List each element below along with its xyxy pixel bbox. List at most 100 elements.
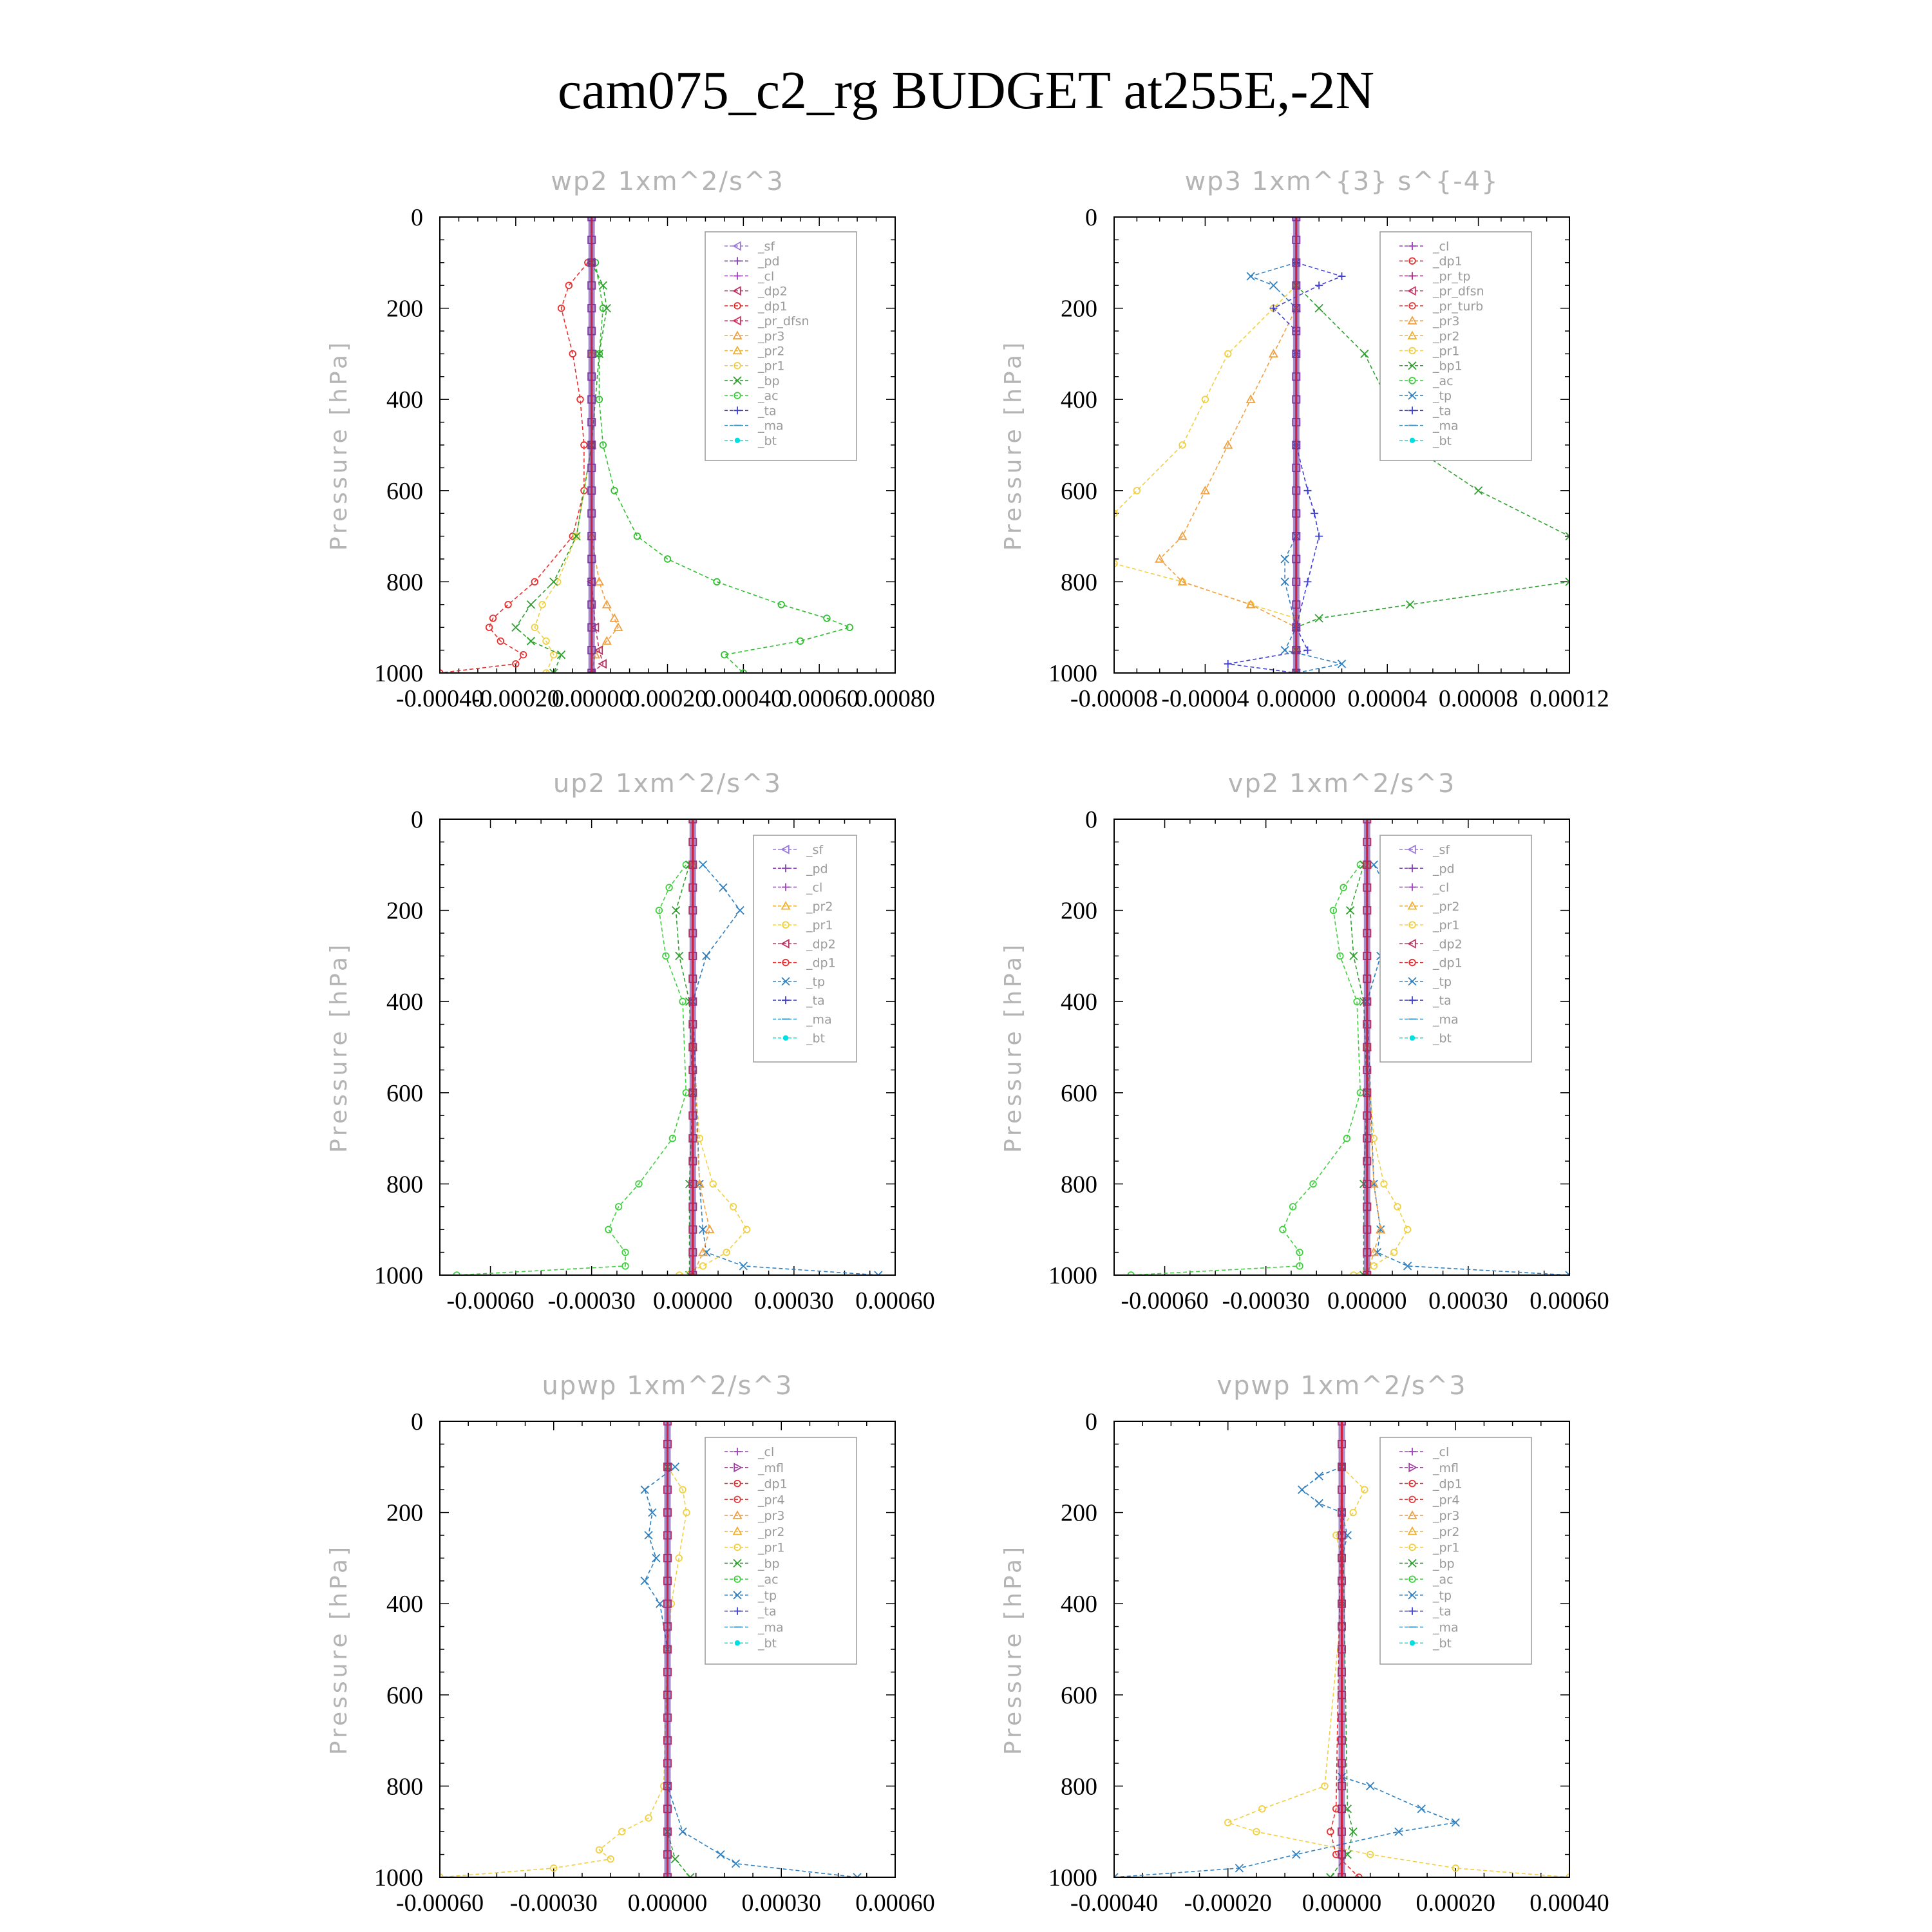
data-point	[1114, 560, 1118, 567]
x-tick-label: -0.00060	[446, 1287, 534, 1314]
data-point	[663, 555, 672, 563]
panel-title: wp2 1xm^2/s^3	[551, 167, 784, 196]
data-point	[1179, 441, 1186, 449]
x-tick-label: 0.00060	[855, 1287, 935, 1314]
legend-entry: _ma	[1432, 1012, 1459, 1027]
y-tick-label: 400	[1061, 989, 1097, 1016]
data-point	[618, 1828, 626, 1835]
y-tick-label: 400	[1061, 386, 1097, 413]
x-tick-label: -0.00060	[1121, 1287, 1208, 1314]
data-point	[709, 1180, 717, 1188]
x-tick-label: 0.00020	[1416, 1889, 1496, 1917]
data-point	[601, 636, 612, 645]
legend-entry: _pr1	[757, 1541, 784, 1555]
data-point	[668, 1134, 677, 1142]
data-point	[599, 441, 607, 449]
data-point	[644, 1531, 653, 1540]
series-line-tp	[1366, 864, 1569, 1275]
data-point	[594, 576, 604, 586]
panel-5: upwp 1xm^2/s^3 Pressure [hPa] 0 200 400 600 80…	[326, 1371, 935, 1917]
data-point	[846, 623, 854, 631]
data-point	[656, 1599, 665, 1608]
panel-title: up2 1xm^2/s^3	[553, 769, 782, 799]
legend-entry: _ta	[1432, 1605, 1452, 1619]
legend-entry: _ta	[757, 1605, 777, 1619]
data-point	[531, 623, 538, 631]
data-point	[595, 395, 603, 403]
legend-marker	[733, 1591, 742, 1600]
data-point	[550, 1864, 558, 1872]
data-point	[542, 637, 550, 645]
data-point	[743, 1226, 751, 1233]
y-tick-label: 200	[1061, 1500, 1097, 1527]
data-point	[556, 650, 566, 659]
ticks	[439, 216, 896, 674]
legend-marker	[1408, 377, 1416, 384]
data-point	[1268, 348, 1278, 358]
data-point	[652, 1553, 661, 1563]
x-tick-label: -0.00030	[510, 1889, 598, 1917]
legend-marker	[1408, 1575, 1416, 1583]
data-point	[1280, 645, 1289, 655]
legend-entry: _dp1	[1432, 254, 1463, 269]
legend-marker	[734, 272, 741, 280]
legend-entry: _ta	[1432, 994, 1452, 1008]
data-point	[549, 668, 558, 673]
legend-entry: _pr1	[1432, 345, 1459, 359]
data-point	[576, 395, 584, 403]
legend-marker	[734, 362, 741, 370]
plot-frame	[1113, 216, 1570, 674]
x-tick-label: 0.00030	[742, 1889, 822, 1917]
series-group	[1114, 217, 1569, 673]
data-point	[1403, 1226, 1412, 1233]
legend-entry: _pr3	[1432, 1509, 1459, 1523]
data-point	[655, 906, 663, 914]
legend-entry: _ac	[757, 1573, 779, 1587]
data-point	[640, 1577, 649, 1586]
data-point	[686, 1873, 695, 1877]
legend-marker	[734, 1495, 741, 1504]
y-tick-label: 1000	[1048, 1262, 1097, 1289]
x-tick-label: 0.00000	[653, 1287, 733, 1314]
data-point	[1394, 1203, 1401, 1211]
y-tick-label: 1000	[1048, 660, 1097, 687]
data-point	[497, 637, 504, 645]
data-point	[1451, 1818, 1460, 1827]
data-point	[665, 884, 673, 891]
legend-marker	[1409, 1035, 1416, 1041]
legend-marker	[732, 241, 741, 251]
legend-entry: _ma	[1432, 419, 1459, 433]
data-point	[702, 951, 711, 961]
data-point	[1326, 1873, 1335, 1877]
series-line-bp1	[1296, 285, 1569, 673]
data-point	[705, 1224, 715, 1233]
legend-marker	[1408, 883, 1416, 891]
legend-entry: _pr2	[757, 345, 784, 359]
data-point	[1298, 1485, 1307, 1494]
x-tick-label: -0.00040	[1070, 1889, 1158, 1917]
y-tick-label: 0	[1085, 806, 1097, 833]
legend-entry: _dp1	[806, 956, 836, 971]
data-point	[1361, 1486, 1368, 1493]
data-point	[601, 599, 612, 609]
legend-marker	[734, 302, 741, 310]
data-point	[602, 303, 611, 313]
legend-marker	[1407, 938, 1416, 949]
y-tick-label: 600	[1061, 1080, 1097, 1107]
data-point	[1390, 1248, 1398, 1256]
y-tick-label: 600	[386, 478, 423, 505]
series-line-ta	[1227, 262, 1343, 673]
y-tick-label: 200	[1061, 898, 1097, 925]
y-axis-label: Pressure [hPa]	[1000, 1544, 1027, 1755]
data-point	[531, 578, 538, 586]
panel-title: vp2 1xm^2/s^3	[1228, 769, 1456, 799]
data-point	[823, 614, 831, 622]
y-tick-label: 600	[386, 1080, 423, 1107]
x-tick-label: 0.00000	[628, 1889, 708, 1917]
data-point	[675, 951, 684, 961]
data-point	[1452, 1864, 1459, 1872]
data-point	[1349, 1827, 1358, 1836]
legend-marker	[734, 392, 741, 399]
data-point	[694, 1179, 705, 1188]
data-point	[1269, 281, 1278, 290]
